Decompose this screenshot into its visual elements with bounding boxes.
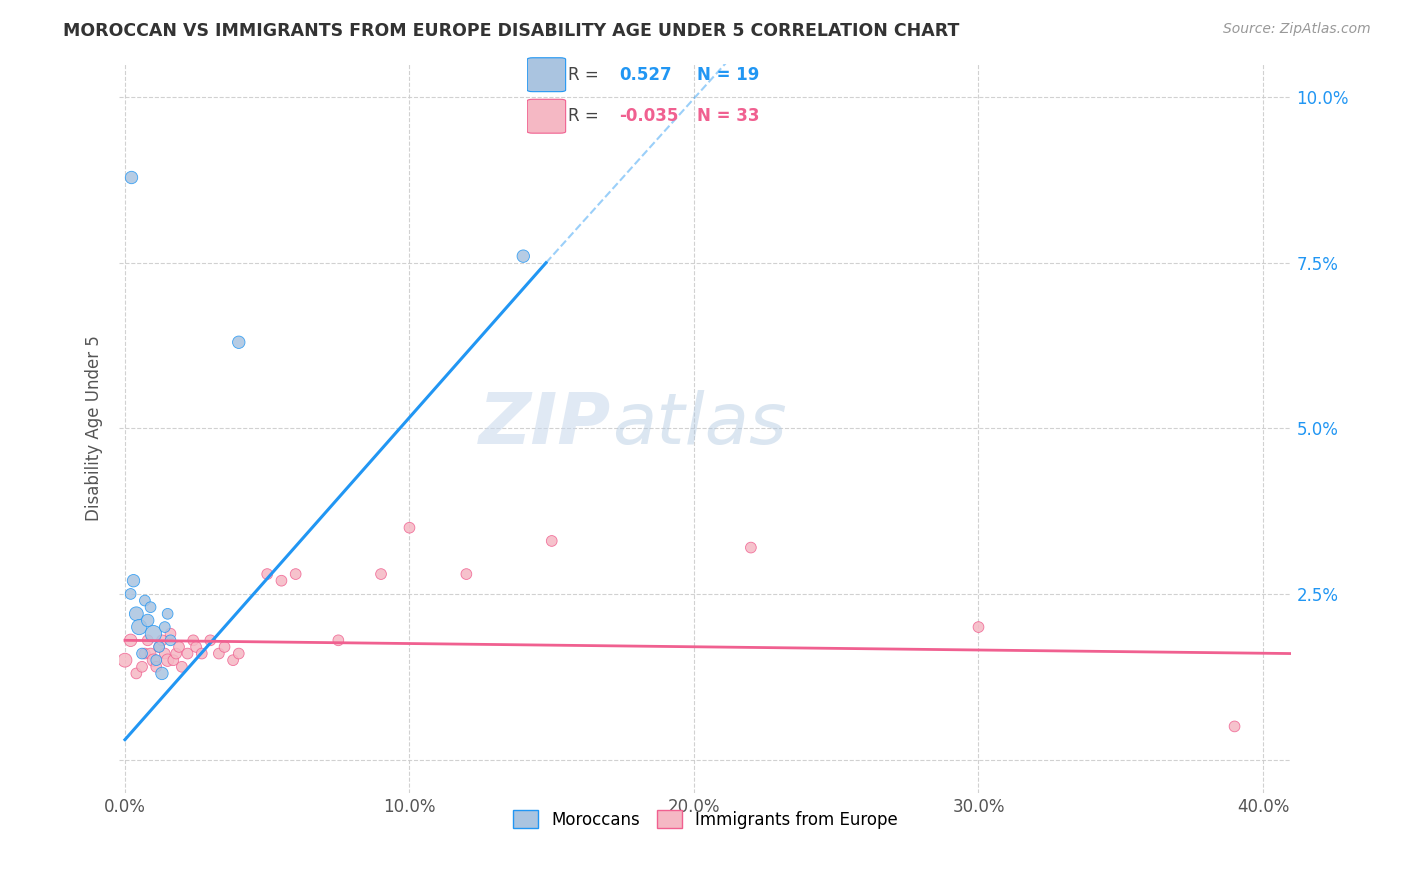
Legend: Moroccans, Immigrants from Europe: Moroccans, Immigrants from Europe [506, 804, 904, 835]
Point [967, 620, 990, 634]
Point [120, 169, 142, 184]
Y-axis label: Disability Age Under 5: Disability Age Under 5 [86, 335, 103, 521]
Point [142, 653, 165, 667]
Text: N = 33: N = 33 [697, 107, 759, 125]
Point [222, 653, 245, 667]
Point [128, 620, 150, 634]
Point [114, 653, 136, 667]
Point [131, 647, 153, 661]
Text: 0.527: 0.527 [619, 66, 672, 84]
Point [120, 633, 142, 648]
Point [184, 640, 207, 654]
Point [136, 633, 159, 648]
Point [328, 633, 350, 648]
Point [134, 647, 156, 661]
Point [156, 607, 179, 621]
Point [125, 607, 148, 621]
Point [540, 533, 562, 548]
Point [122, 574, 145, 588]
Point [256, 567, 278, 582]
Point [148, 640, 170, 654]
Point [156, 653, 179, 667]
Point [125, 666, 148, 681]
Point [136, 614, 159, 628]
Point [131, 660, 153, 674]
Point [284, 567, 307, 582]
Point [159, 633, 181, 648]
Point [740, 541, 762, 555]
Point [181, 633, 204, 648]
Text: R =: R = [568, 107, 599, 125]
Point [148, 640, 170, 654]
Text: -0.035: -0.035 [619, 107, 679, 125]
Point [456, 567, 478, 582]
Point [134, 593, 156, 607]
Point [153, 620, 176, 634]
Point [145, 660, 167, 674]
Point [176, 647, 198, 661]
Text: N = 19: N = 19 [697, 66, 759, 84]
Point [270, 574, 292, 588]
Point [142, 626, 165, 640]
Text: ZIP: ZIP [479, 390, 612, 459]
Point [370, 567, 392, 582]
Point [1223, 719, 1246, 733]
Point [139, 600, 162, 615]
Point [200, 633, 222, 648]
Point [208, 647, 231, 661]
Point [228, 335, 250, 350]
Point [170, 660, 193, 674]
Point [228, 647, 250, 661]
Point [214, 640, 236, 654]
Point [191, 647, 214, 661]
Point [398, 521, 420, 535]
Point [159, 626, 181, 640]
Text: MOROCCAN VS IMMIGRANTS FROM EUROPE DISABILITY AGE UNDER 5 CORRELATION CHART: MOROCCAN VS IMMIGRANTS FROM EUROPE DISAB… [63, 22, 960, 40]
Point [150, 633, 173, 648]
Text: atlas: atlas [612, 390, 786, 459]
Text: R =: R = [568, 66, 599, 84]
Point [153, 647, 176, 661]
FancyBboxPatch shape [527, 99, 565, 133]
Point [120, 587, 142, 601]
Point [150, 666, 173, 681]
Point [167, 640, 190, 654]
Point [139, 647, 162, 661]
Point [145, 653, 167, 667]
Point [162, 653, 184, 667]
Point [165, 647, 187, 661]
Point [512, 249, 534, 263]
Text: Source: ZipAtlas.com: Source: ZipAtlas.com [1223, 22, 1371, 37]
FancyBboxPatch shape [527, 58, 565, 92]
